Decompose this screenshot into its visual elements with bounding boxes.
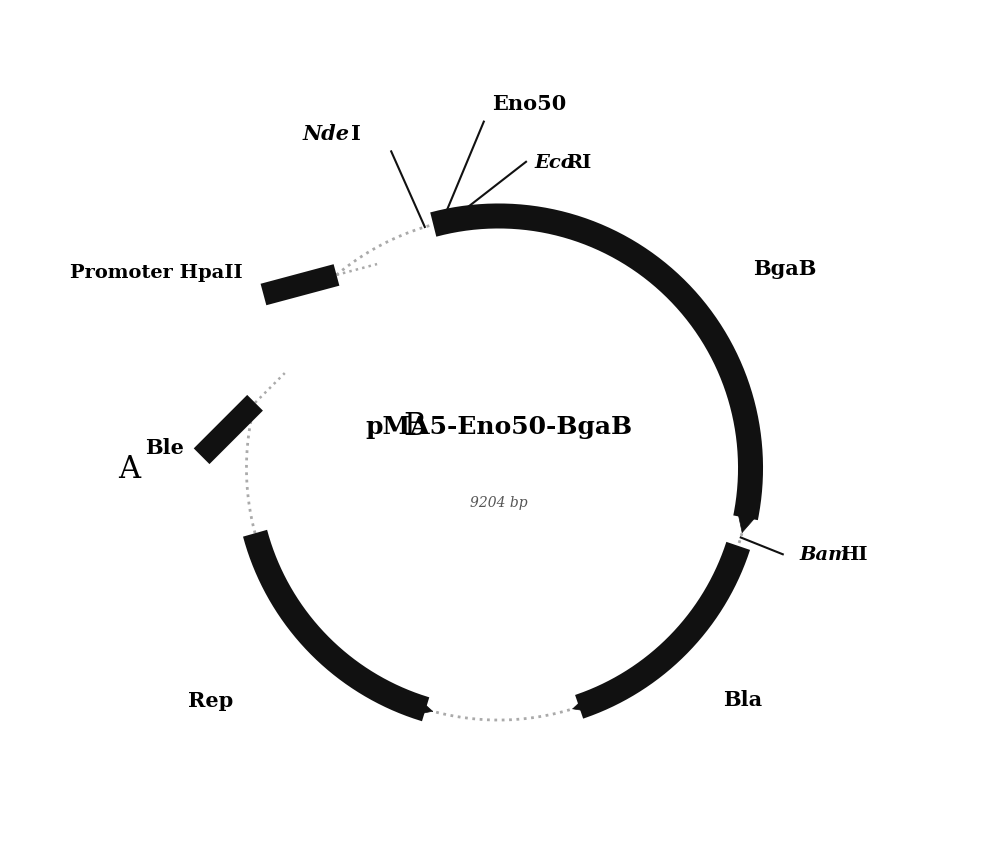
Text: Ble: Ble <box>146 438 184 457</box>
Text: Eco: Eco <box>534 154 574 171</box>
Text: 9204 bp: 9204 bp <box>470 495 527 509</box>
Text: pMA5-Eno50-BgaB: pMA5-Eno50-BgaB <box>365 415 632 438</box>
Text: HI: HI <box>839 546 867 564</box>
Text: RI: RI <box>566 154 591 171</box>
Text: Bla: Bla <box>723 689 763 709</box>
Text: A: A <box>118 453 140 484</box>
Text: Bam: Bam <box>800 546 849 564</box>
Text: Rep: Rep <box>188 690 233 710</box>
Text: I: I <box>351 124 361 144</box>
Text: B: B <box>404 411 426 442</box>
Text: BgaB: BgaB <box>754 259 817 279</box>
Text: Nde: Nde <box>302 124 349 144</box>
Text: Eno50: Eno50 <box>493 94 566 114</box>
Text: Promoter HpaII: Promoter HpaII <box>70 264 243 281</box>
